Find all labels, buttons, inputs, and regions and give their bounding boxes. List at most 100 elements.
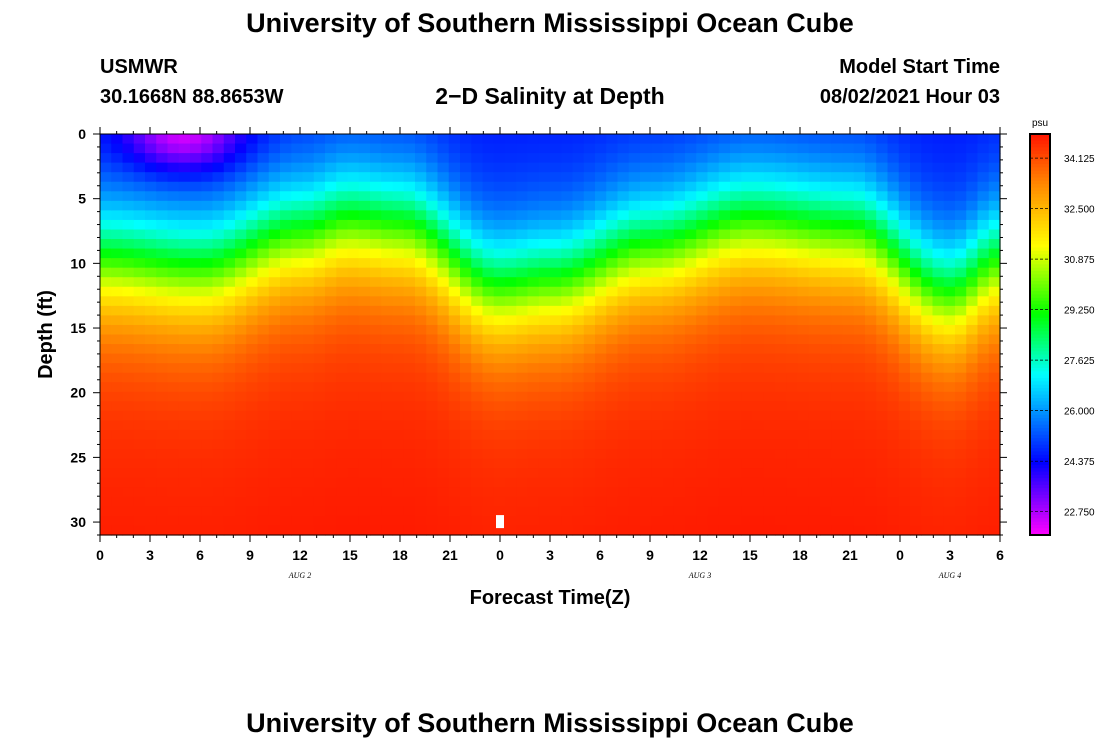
heatmap-cell bbox=[640, 324, 652, 336]
heatmap-cell bbox=[527, 315, 540, 326]
heatmap-cell bbox=[685, 439, 697, 450]
heatmap-cell bbox=[662, 162, 675, 173]
heatmap-cell bbox=[572, 153, 585, 164]
heatmap-cell bbox=[302, 429, 315, 441]
heatmap-cell bbox=[797, 487, 810, 498]
heatmap-cell bbox=[865, 172, 877, 183]
heatmap-cell bbox=[201, 458, 214, 469]
heatmap-cell bbox=[358, 496, 371, 507]
heatmap-cell bbox=[325, 363, 337, 374]
heatmap-cell bbox=[246, 181, 259, 192]
heatmap-cell bbox=[336, 181, 349, 192]
heatmap-cell bbox=[988, 468, 1001, 479]
heatmap-cell bbox=[471, 305, 484, 317]
heatmap-cell bbox=[786, 210, 799, 221]
heatmap-cell bbox=[707, 267, 720, 278]
heatmap-cell bbox=[763, 153, 776, 164]
heatmap-cell bbox=[797, 277, 810, 288]
salinity-heatmap bbox=[100, 134, 1001, 536]
heatmap-cell bbox=[617, 324, 630, 336]
colorbar-segment bbox=[1030, 287, 1050, 292]
heatmap-cell bbox=[268, 334, 281, 345]
heatmap-cell bbox=[493, 363, 506, 374]
heatmap-cell bbox=[988, 162, 1001, 173]
heatmap-cell bbox=[201, 468, 214, 479]
heatmap-cell bbox=[572, 363, 585, 374]
colorbar-segment bbox=[1030, 498, 1050, 503]
heatmap-cell bbox=[257, 353, 270, 364]
heatmap-cell bbox=[527, 267, 540, 278]
heatmap-cell bbox=[550, 315, 562, 326]
heatmap-cell bbox=[820, 219, 832, 231]
heatmap-cell bbox=[156, 449, 169, 460]
heatmap-cell bbox=[482, 353, 495, 364]
heatmap-cell bbox=[235, 382, 247, 393]
heatmap-cell bbox=[550, 191, 562, 202]
heatmap-cell bbox=[831, 515, 844, 527]
heatmap-cell bbox=[921, 134, 934, 145]
heatmap-cell bbox=[178, 487, 191, 498]
heatmap-cell bbox=[876, 458, 889, 469]
heatmap-cell bbox=[448, 429, 461, 441]
heatmap-cell bbox=[280, 468, 292, 479]
heatmap-cell bbox=[212, 458, 225, 469]
heatmap-cell bbox=[527, 506, 540, 517]
heatmap-cell bbox=[876, 200, 889, 211]
heatmap-cell bbox=[921, 143, 934, 154]
heatmap-cell bbox=[257, 334, 270, 345]
heatmap-cell bbox=[156, 515, 169, 527]
heatmap-cell bbox=[505, 239, 517, 250]
heatmap-cell bbox=[955, 506, 967, 517]
heatmap-cell bbox=[493, 449, 506, 460]
heatmap-cell bbox=[820, 487, 832, 498]
heatmap-cell bbox=[471, 420, 484, 431]
heatmap-cell bbox=[797, 258, 810, 269]
heatmap-cell bbox=[673, 286, 686, 297]
heatmap-cell bbox=[291, 277, 304, 288]
heatmap-cell bbox=[865, 477, 877, 488]
heatmap-cell bbox=[887, 363, 900, 374]
heatmap-cell bbox=[820, 200, 832, 211]
heatmap-cell bbox=[493, 401, 506, 412]
heatmap-cell bbox=[561, 162, 574, 173]
heatmap-cell bbox=[572, 420, 585, 431]
heatmap-cell bbox=[876, 229, 889, 240]
colorbar-segment bbox=[1030, 384, 1050, 389]
heatmap-cell bbox=[775, 277, 787, 288]
heatmap-cell bbox=[640, 420, 652, 431]
heatmap-cell bbox=[246, 277, 259, 288]
colorbar-segment bbox=[1030, 354, 1050, 359]
heatmap-cell bbox=[887, 496, 900, 507]
heatmap-cell bbox=[302, 296, 315, 307]
y-axis-title: Depth (ft) bbox=[35, 290, 57, 379]
heatmap-cell bbox=[178, 372, 191, 383]
heatmap-cell bbox=[898, 334, 911, 345]
heatmap-cell bbox=[741, 153, 754, 164]
heatmap-cell bbox=[133, 258, 146, 269]
heatmap-cell bbox=[527, 515, 540, 527]
heatmap-cell bbox=[786, 286, 799, 297]
heatmap-cell bbox=[921, 315, 934, 326]
heatmap-cell bbox=[482, 143, 495, 154]
heatmap-cell bbox=[482, 334, 495, 345]
heatmap-cell bbox=[808, 477, 821, 488]
heatmap-cell bbox=[651, 458, 664, 469]
heatmap-cell bbox=[201, 229, 214, 240]
heatmap-cell bbox=[966, 219, 979, 231]
heatmap-cell bbox=[145, 153, 157, 164]
heatmap-cell bbox=[302, 286, 315, 297]
heatmap-cell bbox=[336, 401, 349, 412]
heatmap-cell bbox=[167, 181, 180, 192]
heatmap-cell bbox=[167, 229, 180, 240]
heatmap-cell bbox=[775, 410, 787, 422]
heatmap-cell bbox=[685, 229, 697, 240]
heatmap-cell bbox=[808, 239, 821, 250]
heatmap-cell bbox=[943, 458, 956, 469]
heatmap-cell bbox=[887, 439, 900, 450]
heatmap-cell bbox=[403, 277, 416, 288]
heatmap-cell bbox=[122, 420, 135, 431]
heatmap-cell bbox=[167, 172, 180, 183]
heatmap-cell bbox=[550, 172, 562, 183]
heatmap-cell bbox=[662, 267, 675, 278]
heatmap-cell bbox=[763, 401, 776, 412]
